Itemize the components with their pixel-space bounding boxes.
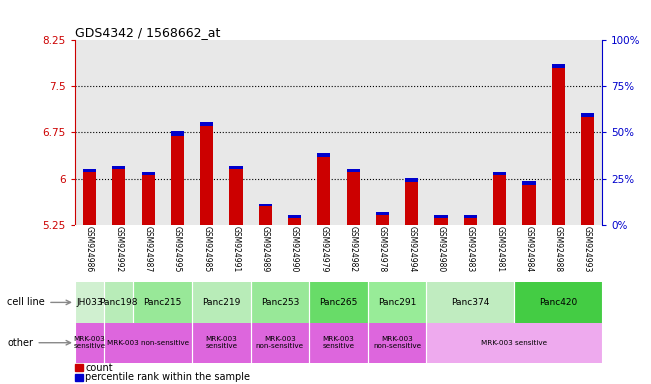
Text: percentile rank within the sample: percentile rank within the sample bbox=[85, 372, 250, 382]
Text: GSM924990: GSM924990 bbox=[290, 227, 299, 273]
Bar bbox=[171, 136, 184, 225]
Text: GSM924978: GSM924978 bbox=[378, 227, 387, 273]
Text: GSM924983: GSM924983 bbox=[466, 227, 475, 273]
Text: GSM924991: GSM924991 bbox=[232, 227, 240, 273]
Bar bbox=[258, 206, 272, 225]
Text: Panc420: Panc420 bbox=[539, 298, 577, 307]
Bar bbox=[229, 166, 243, 169]
Bar bbox=[75, 323, 104, 363]
Bar bbox=[83, 172, 96, 225]
Bar bbox=[200, 122, 214, 126]
Text: GSM924987: GSM924987 bbox=[144, 227, 152, 273]
Bar bbox=[251, 323, 309, 363]
Bar bbox=[464, 215, 477, 218]
Bar bbox=[522, 185, 536, 225]
Bar bbox=[83, 169, 96, 172]
Bar bbox=[426, 282, 514, 323]
Bar bbox=[346, 172, 360, 225]
Bar bbox=[551, 68, 565, 225]
Text: GSM924981: GSM924981 bbox=[495, 227, 504, 273]
Bar bbox=[229, 169, 243, 225]
Text: Panc265: Panc265 bbox=[320, 298, 357, 307]
Text: GSM924989: GSM924989 bbox=[261, 227, 270, 273]
Bar bbox=[581, 113, 594, 117]
Bar bbox=[133, 282, 192, 323]
Text: GSM924985: GSM924985 bbox=[202, 227, 211, 273]
Text: Panc215: Panc215 bbox=[144, 298, 182, 307]
Bar bbox=[426, 323, 602, 363]
Bar bbox=[434, 218, 448, 225]
Bar bbox=[346, 169, 360, 172]
Bar bbox=[192, 323, 251, 363]
Bar bbox=[376, 215, 389, 225]
Bar bbox=[112, 166, 126, 169]
Text: MRK-003 sensitive: MRK-003 sensitive bbox=[481, 340, 547, 346]
Bar bbox=[317, 157, 331, 225]
Bar bbox=[171, 131, 184, 136]
Text: GSM924979: GSM924979 bbox=[320, 227, 328, 273]
Text: MRK-003
non-sensitive: MRK-003 non-sensitive bbox=[256, 336, 304, 349]
Bar bbox=[493, 175, 506, 225]
Bar bbox=[376, 212, 389, 215]
Text: count: count bbox=[85, 363, 113, 373]
Bar bbox=[200, 126, 214, 225]
Text: GSM924986: GSM924986 bbox=[85, 227, 94, 273]
Bar bbox=[288, 218, 301, 225]
Bar bbox=[251, 282, 309, 323]
Bar bbox=[309, 282, 368, 323]
Text: MRK-003 non-sensitive: MRK-003 non-sensitive bbox=[107, 340, 189, 346]
Text: GSM924980: GSM924980 bbox=[437, 227, 445, 273]
Bar bbox=[581, 117, 594, 225]
Text: GSM924992: GSM924992 bbox=[115, 227, 123, 273]
Text: GSM924994: GSM924994 bbox=[408, 227, 416, 273]
Bar bbox=[75, 282, 104, 323]
Bar bbox=[104, 323, 192, 363]
Bar bbox=[141, 172, 155, 175]
Bar bbox=[141, 175, 155, 225]
Bar bbox=[309, 323, 368, 363]
Bar bbox=[405, 182, 419, 225]
Text: MRK-003
sensitive: MRK-003 sensitive bbox=[74, 336, 105, 349]
Bar bbox=[258, 204, 272, 206]
Bar bbox=[112, 169, 126, 225]
Text: MRK-003
sensitive: MRK-003 sensitive bbox=[322, 336, 355, 349]
Bar bbox=[368, 282, 426, 323]
Text: Panc219: Panc219 bbox=[202, 298, 240, 307]
Text: MRK-003
sensitive: MRK-003 sensitive bbox=[205, 336, 238, 349]
Bar bbox=[288, 215, 301, 218]
Bar bbox=[434, 215, 448, 218]
Text: GSM924988: GSM924988 bbox=[554, 227, 562, 273]
Bar bbox=[192, 282, 251, 323]
Bar bbox=[551, 64, 565, 68]
Text: cell line: cell line bbox=[8, 297, 70, 308]
Bar bbox=[104, 282, 133, 323]
Text: Panc253: Panc253 bbox=[261, 298, 299, 307]
Text: JH033: JH033 bbox=[76, 298, 103, 307]
Text: GSM924984: GSM924984 bbox=[525, 227, 533, 273]
Text: GSM924993: GSM924993 bbox=[583, 227, 592, 273]
Text: MRK-003
non-sensitive: MRK-003 non-sensitive bbox=[373, 336, 421, 349]
Text: GDS4342 / 1568662_at: GDS4342 / 1568662_at bbox=[75, 26, 220, 39]
Bar bbox=[493, 172, 506, 175]
Text: Panc291: Panc291 bbox=[378, 298, 416, 307]
Text: GSM924982: GSM924982 bbox=[349, 227, 357, 273]
Bar bbox=[464, 218, 477, 225]
Text: other: other bbox=[8, 338, 70, 348]
Bar bbox=[368, 323, 426, 363]
Bar bbox=[514, 282, 602, 323]
Bar bbox=[317, 153, 331, 157]
Text: Panc198: Panc198 bbox=[100, 298, 138, 307]
Bar bbox=[522, 181, 536, 185]
Text: GSM924995: GSM924995 bbox=[173, 227, 182, 273]
Text: Panc374: Panc374 bbox=[451, 298, 490, 307]
Bar bbox=[405, 178, 419, 182]
